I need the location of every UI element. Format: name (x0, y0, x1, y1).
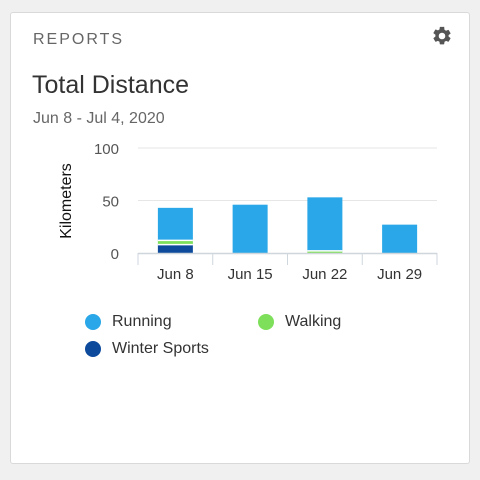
x-axis: Jun 8 Jun 15 Jun 22 Jun 29 (137, 252, 438, 283)
walking-dot-icon (258, 314, 274, 330)
legend-item-walking[interactable]: Walking (258, 313, 341, 331)
reports-card: REPORTS Total Distance Jun 8 - Jul 4, 20… (10, 12, 470, 464)
chart-bars (157, 197, 418, 253)
y-tick-labels: 0 50 100 (94, 141, 119, 263)
running-dot-icon (85, 314, 101, 330)
y-tick-label: 0 (111, 246, 119, 263)
bar-segment[interactable] (382, 224, 418, 253)
y-axis-label: Kilometers (58, 163, 75, 239)
legend-label: Running (112, 313, 172, 330)
bar-segment[interactable] (232, 204, 268, 253)
legend-item-winter-sports[interactable]: Winter Sports (85, 340, 209, 358)
x-tick-label: Jun 22 (302, 266, 347, 283)
bar-segment[interactable] (307, 250, 343, 253)
y-tick-label: 100 (94, 141, 119, 158)
legend-label: Walking (285, 313, 342, 330)
chart-grid (138, 147, 437, 201)
legend-label: Winter Sports (112, 340, 209, 357)
distance-bar-chart: 0 50 100 Jun 8 Jun 15 Jun 22 Jun 29 Kilometer… (58, 141, 438, 283)
winter-sports-dot-icon (85, 341, 101, 357)
y-tick-label: 50 (102, 194, 119, 211)
bar-segment[interactable] (157, 244, 193, 253)
bar-segment[interactable] (157, 240, 193, 245)
bar-segment[interactable] (157, 207, 193, 241)
x-tick-label: Jun 8 (157, 266, 194, 283)
bar-segment[interactable] (307, 197, 343, 251)
x-tick-label: Jun 15 (228, 266, 273, 283)
date-range: Jun 8 - Jul 4, 2020 (33, 110, 165, 127)
gear-icon[interactable] (431, 25, 453, 47)
legend-item-running[interactable]: Running (85, 313, 172, 331)
card-title: Total Distance (32, 71, 190, 99)
section-label: REPORTS (33, 31, 125, 48)
x-tick-label: Jun 29 (377, 266, 422, 283)
